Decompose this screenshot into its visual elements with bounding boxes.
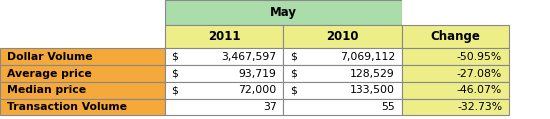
- Bar: [165, 0, 402, 25]
- Bar: [165, 82, 283, 99]
- Bar: [283, 25, 402, 48]
- Bar: [165, 65, 283, 82]
- Bar: [283, 99, 402, 115]
- Text: 2010: 2010: [326, 30, 359, 43]
- Bar: [283, 48, 402, 65]
- Bar: [0, 99, 165, 115]
- Text: 55: 55: [381, 102, 395, 112]
- Text: -32.73%: -32.73%: [457, 102, 502, 112]
- Text: 37: 37: [263, 102, 277, 112]
- Bar: [402, 99, 509, 115]
- Text: -46.07%: -46.07%: [457, 85, 502, 95]
- Bar: [165, 99, 283, 115]
- Text: $: $: [172, 85, 178, 95]
- Text: Transaction Volume: Transaction Volume: [7, 102, 126, 112]
- Text: -50.95%: -50.95%: [457, 52, 502, 62]
- Bar: [165, 25, 283, 48]
- Bar: [402, 65, 509, 82]
- Text: 72,000: 72,000: [238, 85, 277, 95]
- Bar: [402, 25, 509, 48]
- Text: May: May: [270, 6, 297, 19]
- Bar: [402, 82, 509, 99]
- Bar: [283, 82, 402, 99]
- Text: $: $: [290, 52, 297, 62]
- Text: Median price: Median price: [7, 85, 86, 95]
- Bar: [0, 25, 165, 48]
- Bar: [165, 48, 283, 65]
- Text: 93,719: 93,719: [239, 69, 277, 79]
- Bar: [402, 0, 509, 25]
- Text: $: $: [290, 69, 297, 79]
- Text: 7,069,112: 7,069,112: [340, 52, 395, 62]
- Bar: [0, 48, 165, 65]
- Text: Change: Change: [430, 30, 480, 43]
- Bar: [0, 65, 165, 82]
- Text: -27.08%: -27.08%: [457, 69, 502, 79]
- Text: 128,529: 128,529: [350, 69, 395, 79]
- Bar: [0, 82, 165, 99]
- Text: 133,500: 133,500: [350, 85, 395, 95]
- Text: 3,467,597: 3,467,597: [222, 52, 277, 62]
- Text: Average price: Average price: [7, 69, 91, 79]
- Bar: [283, 65, 402, 82]
- Text: 2011: 2011: [208, 30, 240, 43]
- Text: $: $: [290, 85, 297, 95]
- Text: $: $: [172, 52, 178, 62]
- Text: Dollar Volume: Dollar Volume: [7, 52, 92, 62]
- Bar: [402, 48, 509, 65]
- Text: $: $: [172, 69, 178, 79]
- Bar: [0, 0, 165, 25]
